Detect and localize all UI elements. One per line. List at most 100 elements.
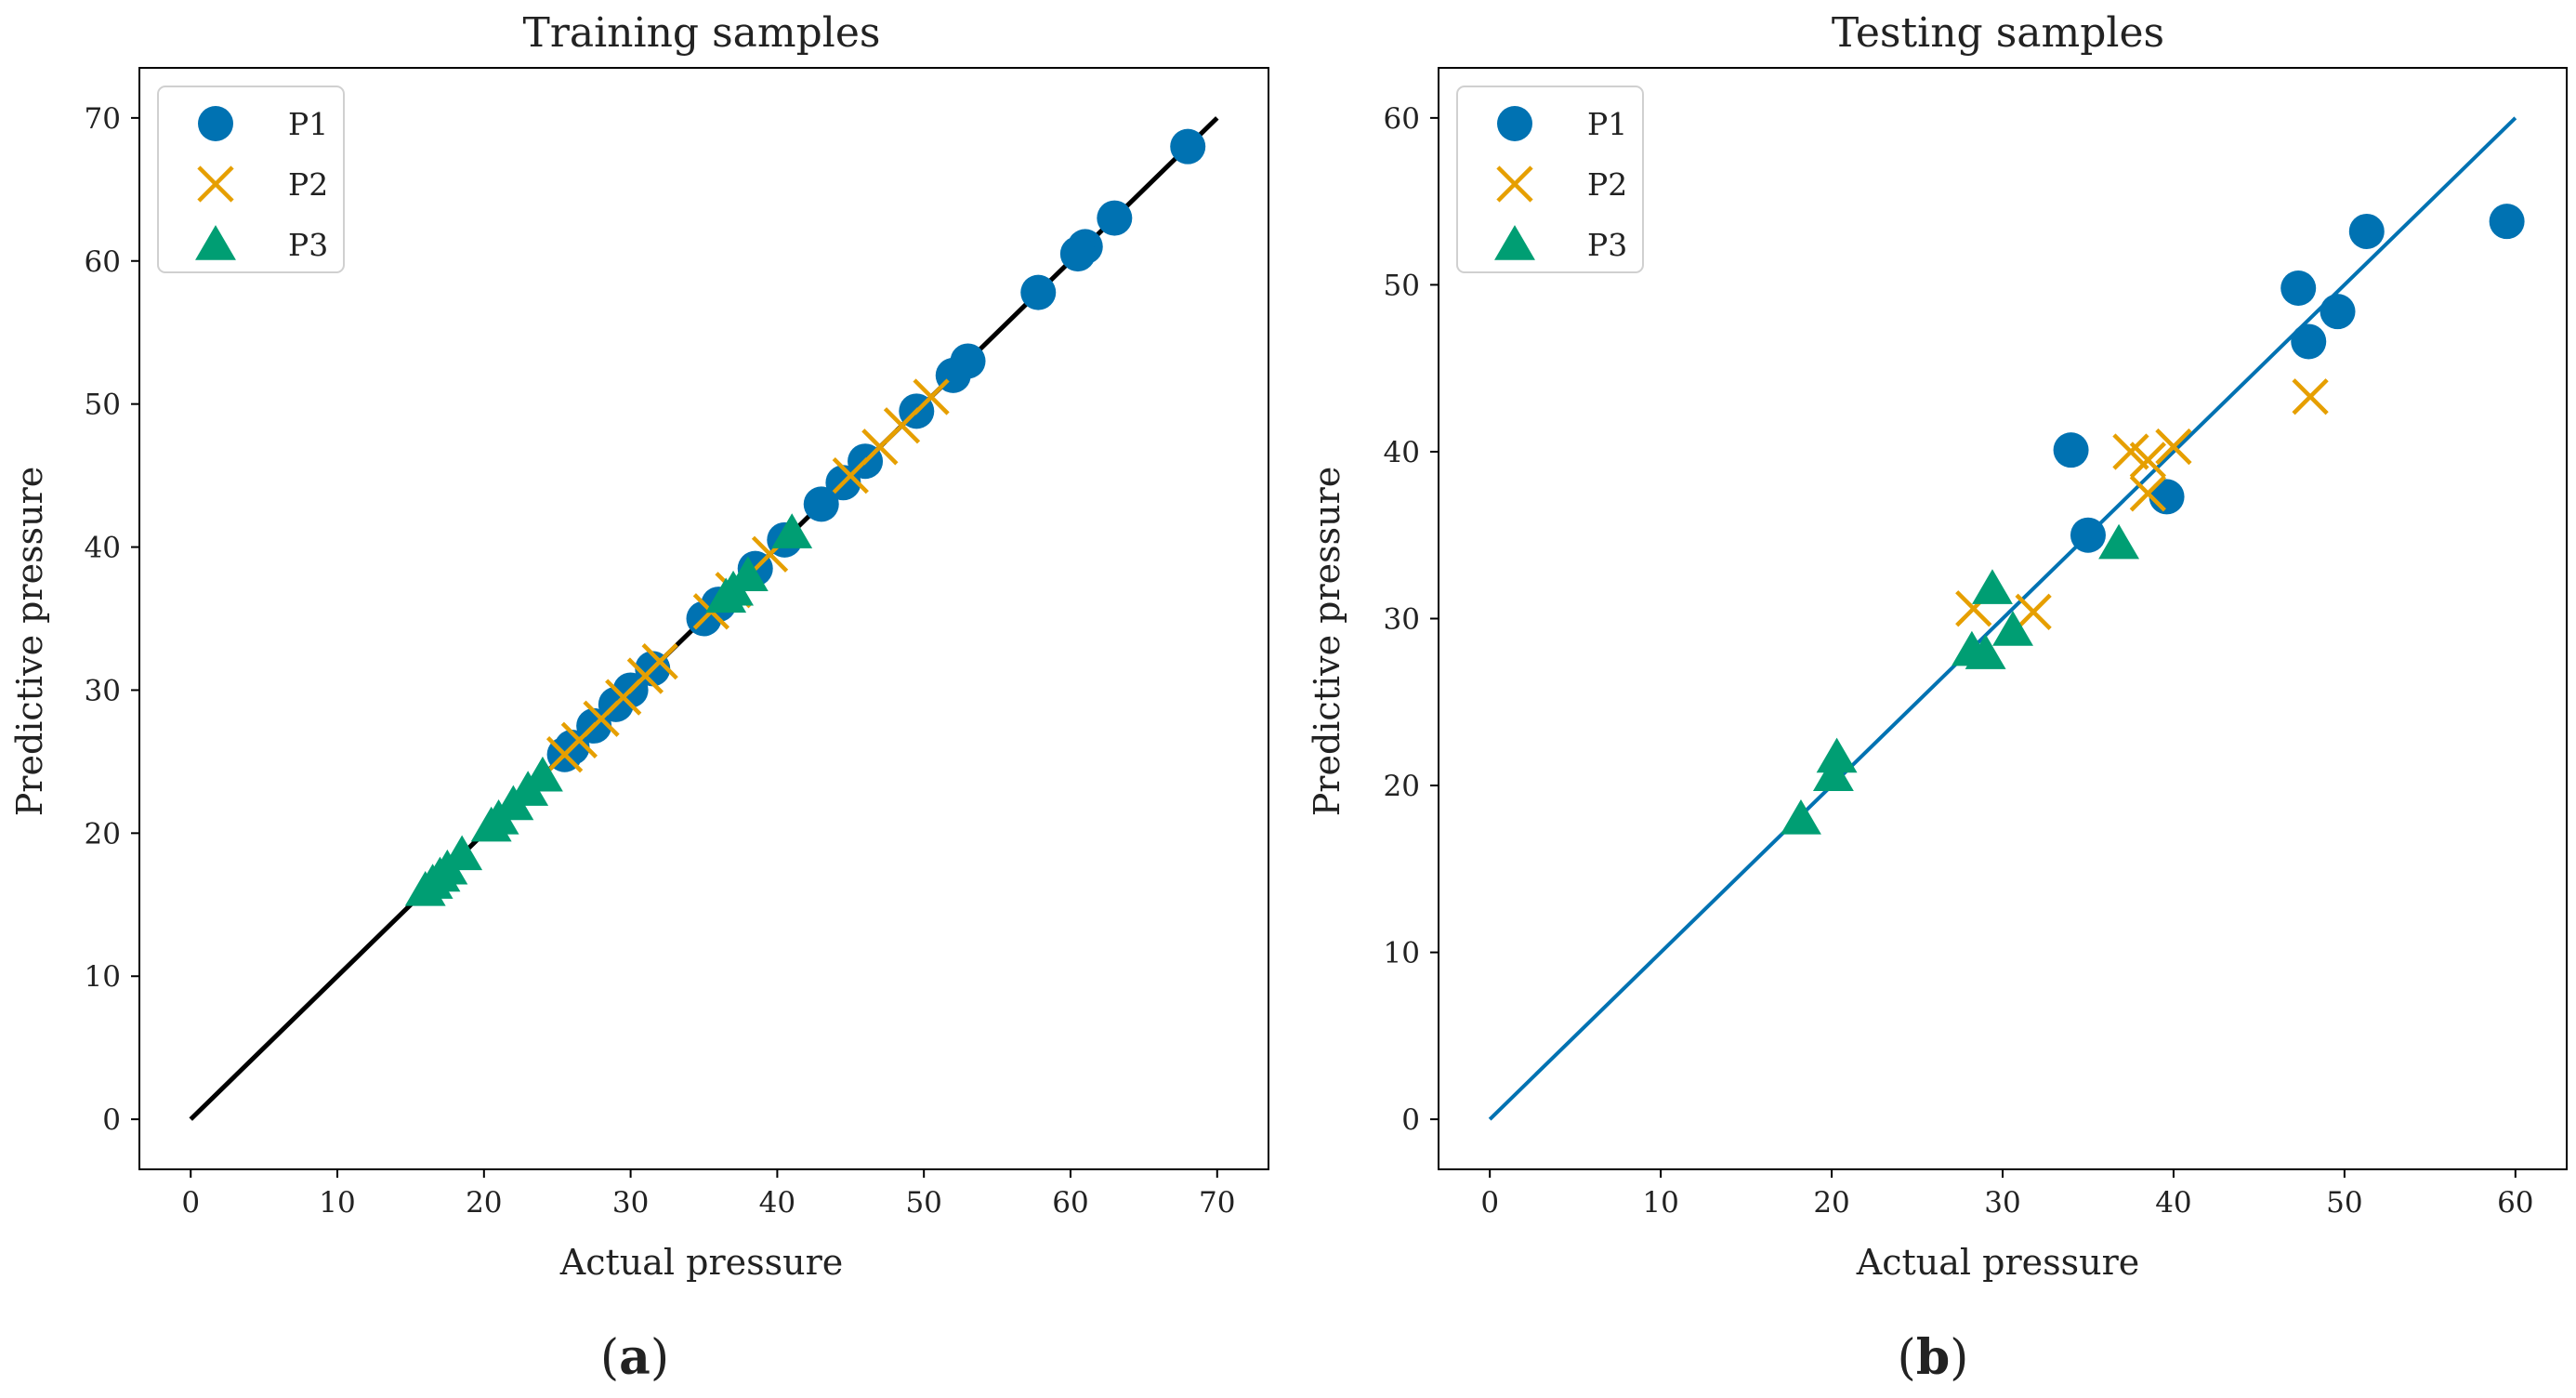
caption-letter-b: b (1916, 1329, 1950, 1386)
y-tick-label-a-7: 70 (85, 102, 121, 136)
reference-line-b (1488, 116, 2517, 1121)
point-p3-a-3 (705, 577, 747, 613)
point-p1-a-3 (1059, 236, 1096, 272)
x-tick-label-a-3: 30 (612, 1186, 649, 1220)
plot-area-b: 0 10 20 30 40 50 60 0 10 20 30 40 50 60 P1 P2 P3 (1384, 67, 2568, 1220)
y-tick-label-a-2: 20 (85, 817, 121, 851)
point-p2-b-2 (2129, 475, 2166, 512)
point-p2-b-0-stroke-2 (2292, 378, 2329, 415)
point-p3-b-2 (1992, 611, 2033, 646)
legend-marker-p2-b-stroke-2 (1496, 165, 1533, 203)
point-p2-b-0 (2292, 378, 2329, 415)
legend-a: P1 P2 P3 (157, 86, 345, 273)
plot-area-a: 0 10 20 30 40 50 60 70 0 10 20 30 40 50 60 70 P1 P2 P3 (85, 67, 1269, 1220)
x-tick-label-a-1: 10 (319, 1186, 355, 1220)
legend-b: P1 P2 P3 (1456, 86, 1644, 273)
point-p2-b-1-stroke-2 (2155, 428, 2192, 466)
legend-label-p3-a: P3 (288, 227, 328, 263)
legend-marker-p3-b (1494, 225, 1535, 260)
point-p3-b-7 (1781, 799, 1821, 835)
point-p2-a-3-stroke-2 (832, 456, 869, 495)
point-p2-a-2 (861, 429, 899, 466)
y-tick-label-a-1: 10 (85, 960, 121, 994)
axes-frame-a (138, 67, 1269, 1170)
point-p3-b-0 (2098, 523, 2140, 560)
x-tick-label-b-6: 60 (2497, 1186, 2533, 1220)
point-p3-b-6 (1812, 756, 1854, 791)
y-tick-label-a-0: 0 (102, 1103, 121, 1137)
point-p1-b-1 (2348, 213, 2385, 249)
y-axis-label-b: Predictive pressure (1307, 467, 1347, 817)
point-p1-b-3 (2280, 270, 2317, 306)
point-p2-b-3 (2112, 433, 2149, 470)
panel-a-training: Training samples 0 10 20 30 40 50 60 70 0 10 20 30 4… (9, 9, 1269, 1386)
x-tick-label-a-0: 0 (181, 1186, 200, 1220)
point-p2-b-4 (2129, 442, 2166, 479)
caption-b: (b) (1898, 1329, 1969, 1386)
legend-label-p3-b: P3 (1587, 227, 1627, 263)
point-p2-a-12-stroke-2 (545, 736, 584, 773)
point-p2-a-3 (832, 456, 869, 495)
y-axis-label-a: Predictive pressure (9, 467, 50, 817)
point-p3-b-1 (1972, 569, 2013, 604)
legend-marker-p2-a (197, 165, 234, 203)
point-p2-b-5 (2015, 593, 2052, 630)
point-p1-a-0 (1170, 128, 1206, 165)
point-p2-b-4-stroke-2 (2129, 442, 2166, 479)
point-p3-a-13 (404, 871, 446, 906)
series-p3-a (404, 513, 813, 906)
point-p1-b-7 (2053, 432, 2089, 468)
legend-label-p1-b: P1 (1587, 106, 1627, 142)
point-p3-b-4 (1965, 634, 2006, 669)
series-p3-b (1781, 523, 2140, 835)
point-p1-b-4 (2291, 323, 2327, 360)
x-tick-label-a-2: 20 (466, 1186, 502, 1220)
legend-marker-p1-b (1497, 106, 1532, 141)
x-tick-label-a-6: 60 (1052, 1186, 1088, 1220)
y-tick-label-b-6: 60 (1384, 102, 1420, 136)
legend-marker-p1-a (198, 106, 233, 141)
point-p2-a-12 (545, 736, 584, 773)
caption-letter-a: a (619, 1329, 651, 1386)
y-tick-label-b-0: 0 (1401, 1103, 1420, 1137)
legend-label-p1-a: P1 (288, 106, 328, 142)
x-tick-label-a-5: 50 (905, 1186, 941, 1220)
chart-title-b: Testing samples (1832, 9, 2164, 57)
panel-b-testing: Testing samples 0 10 20 30 40 50 60 0 10 20 30 40 50… (1307, 9, 2568, 1386)
y-tick-label-b-3: 30 (1384, 603, 1420, 637)
x-tick-label-b-1: 10 (1642, 1186, 1678, 1220)
legend-marker-p3-a (195, 225, 236, 260)
point-p1-b-2 (2320, 294, 2356, 330)
x-axis-label-a: Actual pressure (559, 1242, 843, 1283)
point-p2-b-1 (2155, 428, 2192, 466)
x-tick-label-b-2: 20 (1813, 1186, 1849, 1220)
y-tick-label-b-4: 40 (1384, 436, 1420, 469)
point-p1-a-4 (1020, 274, 1057, 310)
x-tick-label-a-7: 70 (1199, 1186, 1235, 1220)
point-p1-a-10 (803, 486, 839, 522)
point-p3-a-8 (470, 806, 512, 842)
legend-marker-p2-b (1496, 165, 1533, 203)
point-p1-b-0 (2489, 204, 2525, 240)
y-tick-label-b-2: 20 (1384, 770, 1420, 803)
y-tick-label-a-6: 60 (85, 245, 121, 279)
y-tick-label-a-4: 40 (85, 532, 121, 565)
point-p2-a-0 (913, 378, 950, 415)
y-tick-label-b-1: 10 (1384, 937, 1420, 970)
point-p3-a-0 (771, 513, 813, 548)
x-tick-label-b-5: 50 (2326, 1186, 2362, 1220)
legend-label-p2-b: P2 (1587, 166, 1627, 203)
series-p2-b (1955, 378, 2329, 630)
legend-label-p2-a: P2 (288, 166, 328, 203)
point-p2-b-5-stroke-2 (2015, 593, 2052, 630)
x-tick-label-b-0: 0 (1480, 1186, 1499, 1220)
point-p2-a-2-stroke-2 (861, 429, 899, 466)
x-tick-label-b-3: 30 (1984, 1186, 2020, 1220)
x-axis-label-b: Actual pressure (1856, 1242, 2139, 1283)
y-tick-label-a-5: 50 (85, 389, 121, 422)
x-tick-label-a-4: 40 (759, 1186, 795, 1220)
y-tick-label-a-3: 30 (85, 674, 121, 707)
point-p3-b-5 (1816, 737, 1858, 773)
x-tick-label-b-4: 40 (2155, 1186, 2191, 1220)
